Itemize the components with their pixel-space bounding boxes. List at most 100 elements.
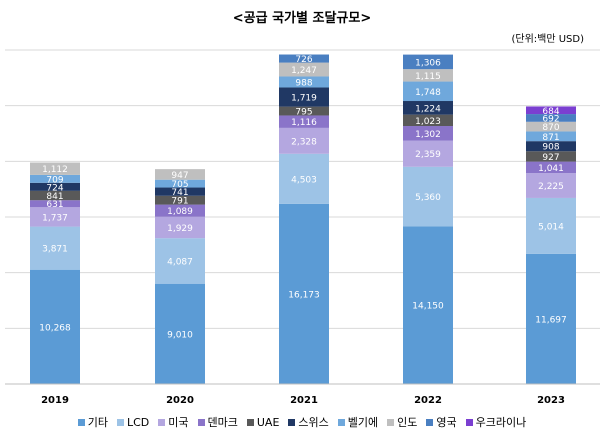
legend-label: 덴마크 (207, 416, 238, 429)
data-label: 692 (542, 114, 559, 124)
bar-segment (279, 153, 329, 204)
bar-segment (403, 166, 453, 227)
data-label: 705 (171, 180, 188, 190)
data-label: 841 (46, 192, 63, 202)
data-label: 726 (295, 55, 312, 65)
legend-swatch (197, 418, 205, 426)
bar-segment (279, 203, 329, 384)
data-label: 1,737 (42, 213, 68, 223)
legend-swatch (426, 418, 434, 426)
bar-segment (30, 162, 80, 175)
legend-label: 벨기에 (347, 416, 379, 429)
data-label: 1,748 (415, 88, 441, 98)
bar-segment (403, 81, 453, 102)
legend-item: LCD (116, 414, 150, 430)
data-label: 791 (171, 197, 188, 207)
legend-label: 미국 (168, 416, 189, 429)
bar-segment (526, 161, 576, 174)
bar-segment (526, 141, 576, 152)
unit-label: (단위:백만 USD) (511, 34, 584, 45)
bar-segment (279, 115, 329, 128)
legend-swatch (77, 418, 85, 426)
bar-segment (279, 127, 329, 154)
x-tick-label: 2020 (166, 395, 194, 406)
legend-item: 기타 (77, 414, 108, 430)
data-label: 947 (171, 171, 188, 181)
bar-segment (526, 197, 576, 254)
data-label: 2,359 (415, 150, 441, 160)
bar-segment (403, 226, 453, 384)
legend-label: 우크라이나 (475, 416, 527, 429)
data-label: 724 (46, 183, 63, 193)
legend-swatch (288, 418, 296, 426)
bar-segment (30, 200, 80, 208)
legend-swatch (158, 418, 166, 426)
bar-segment (155, 216, 205, 239)
data-label: 684 (542, 107, 559, 117)
data-label: 11,697 (535, 315, 567, 325)
bar-segment (526, 121, 576, 132)
data-label: 16,173 (288, 290, 320, 300)
data-label: 1,719 (291, 94, 317, 104)
data-label: 795 (295, 108, 312, 118)
legend-label: 스위스 (298, 416, 329, 429)
bar-segment (30, 182, 80, 191)
data-label: 14,150 (412, 302, 444, 312)
data-label: 3,871 (42, 245, 68, 255)
legend-swatch (337, 418, 345, 426)
bar-segment (526, 106, 576, 115)
bar-segment (30, 226, 80, 270)
bar-segment (403, 126, 453, 141)
legend-item: UAE (246, 414, 279, 430)
data-label: 988 (295, 78, 312, 88)
legend-label: 기타 (87, 416, 108, 429)
legend-item: 스위스 (288, 414, 329, 430)
data-label: 927 (542, 153, 559, 163)
x-tick-label: 2021 (290, 395, 318, 406)
bar-segment (155, 238, 205, 284)
legend-label: LCD (126, 415, 150, 429)
data-label: 9,010 (167, 330, 193, 340)
legend-item: 벨기에 (337, 414, 379, 430)
bar-segment (30, 207, 80, 227)
data-label: 2,328 (291, 137, 317, 147)
legend-swatch (246, 418, 254, 426)
data-label: 5,014 (538, 222, 564, 232)
bar-segment (155, 169, 205, 180)
data-label: 10,268 (39, 323, 71, 333)
data-label: 1,306 (415, 58, 441, 68)
bar-segment (279, 62, 329, 77)
data-label: 871 (542, 133, 559, 143)
bar-segment (155, 283, 205, 384)
data-label: 1,115 (415, 72, 441, 82)
data-label: 1,041 (538, 164, 564, 174)
data-label: 1,302 (415, 130, 441, 140)
data-label: 631 (46, 200, 63, 210)
bar-segment (279, 87, 329, 107)
bar-segment (30, 174, 80, 183)
bar-segment (526, 114, 576, 122)
data-label: 1,224 (415, 104, 441, 114)
bar-segment (279, 76, 329, 88)
data-label: 2,225 (538, 182, 564, 192)
chart-title: <공급 국가별 조달규모> (232, 11, 372, 26)
data-label: 709 (46, 175, 63, 185)
bar-segment (403, 114, 453, 127)
x-tick-label: 2023 (537, 395, 565, 406)
data-label: 741 (171, 188, 188, 198)
legend-label: 영국 (436, 416, 457, 429)
bar-segment (403, 69, 453, 82)
bar-segment (526, 151, 576, 162)
bar-segment (155, 187, 205, 196)
bar-segment (155, 179, 205, 188)
bar-segment (279, 54, 329, 63)
data-label: 4,503 (291, 175, 317, 185)
legend: 기타 LCD 미국 덴마크 UAE 스위스 벨기에 인도 영국 우크라이나 (0, 414, 604, 430)
legend-item: 미국 (158, 414, 189, 430)
x-tick-label: 2019 (41, 395, 69, 406)
data-label: 908 (542, 143, 559, 153)
bar-segment (155, 195, 205, 205)
data-label: 4,087 (167, 257, 193, 267)
bar-segment (526, 253, 576, 384)
bar-segment (403, 101, 453, 115)
